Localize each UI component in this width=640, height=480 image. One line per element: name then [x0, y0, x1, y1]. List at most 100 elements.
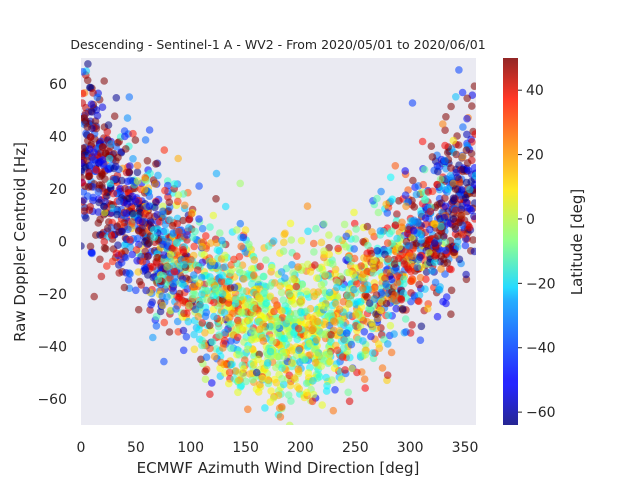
- scatter-point: [359, 284, 367, 293]
- scatter-point: [328, 376, 336, 384]
- scatter-point: [218, 432, 226, 440]
- scatter-point: [442, 113, 450, 121]
- y-tick-label: −40: [37, 339, 67, 355]
- scatter-point: [195, 325, 203, 334]
- scatter-point: [86, 242, 95, 251]
- scatter-point: [331, 386, 339, 394]
- scatter-point: [346, 353, 354, 362]
- scatter-point: [309, 377, 317, 385]
- scatter-point: [219, 344, 227, 352]
- scatter-point: [82, 116, 90, 125]
- scatter-point: [459, 230, 467, 239]
- scatter-point: [415, 297, 423, 306]
- scatter-point: [368, 349, 377, 357]
- scatter-point: [210, 298, 218, 307]
- scatter-point: [304, 260, 312, 269]
- scatter-point: [245, 240, 253, 249]
- scatter-point: [190, 242, 198, 251]
- scatter-point: [208, 338, 217, 346]
- scatter-point: [100, 77, 108, 85]
- scatter-point: [329, 260, 337, 269]
- scatter-point: [305, 427, 313, 435]
- scatter-point: [447, 310, 455, 319]
- scatter-point: [458, 152, 467, 161]
- scatter-point: [236, 179, 244, 188]
- scatter-point: [322, 373, 331, 382]
- scatter-point: [266, 347, 275, 356]
- scatter-point: [169, 287, 177, 295]
- scatter-point: [402, 328, 410, 336]
- scatter-point: [442, 175, 451, 183]
- scatter-point: [325, 349, 333, 357]
- scatter-point: [225, 277, 233, 286]
- scatter-point: [209, 211, 218, 220]
- scatter-point: [135, 277, 144, 286]
- scatter-point: [311, 261, 319, 269]
- scatter-point: [235, 252, 244, 261]
- scatter-point: [384, 311, 393, 320]
- scatter-point: [374, 208, 383, 217]
- scatter-point: [416, 273, 425, 282]
- scatter-point: [345, 268, 354, 277]
- scatter-point: [107, 140, 115, 148]
- scatter-point: [393, 210, 401, 218]
- scatter-point: [81, 68, 87, 76]
- scatter-point: [209, 292, 217, 300]
- scatter-point: [421, 285, 429, 293]
- scatter-point: [115, 197, 124, 206]
- scatter-point: [217, 277, 226, 286]
- scatter-point: [81, 242, 85, 250]
- scatter-point: [330, 364, 339, 373]
- scatter-point: [191, 227, 199, 236]
- scatter-point: [304, 369, 313, 377]
- colorbar-label: Latitude [deg]: [568, 189, 586, 295]
- scatter-point: [361, 350, 370, 359]
- scatter-point: [441, 156, 449, 165]
- scatter-point: [317, 301, 326, 310]
- scatter-point: [202, 232, 210, 240]
- scatter-point: [285, 421, 294, 425]
- scatter-point: [400, 260, 409, 268]
- scatter-point: [442, 299, 450, 308]
- scatter-point: [413, 263, 422, 272]
- scatter-point: [452, 93, 460, 101]
- scatter-point: [344, 388, 353, 397]
- scatter-point: [441, 202, 450, 211]
- scatter-point: [100, 244, 109, 252]
- scatter-point: [214, 322, 223, 331]
- scatter-point: [391, 162, 400, 170]
- scatter-point: [120, 283, 129, 292]
- scatter-point: [368, 319, 376, 327]
- scatter-point: [198, 243, 207, 251]
- scatter-point: [280, 352, 288, 361]
- scatter-point: [295, 367, 303, 376]
- scatter-point: [387, 348, 396, 357]
- scatter-point: [98, 103, 107, 111]
- scatter-point: [109, 189, 118, 198]
- scatter-point: [86, 203, 94, 211]
- scatter-point: [216, 229, 224, 237]
- scatter-point: [424, 188, 433, 196]
- scatter-point: [221, 328, 229, 337]
- scatter-point: [311, 359, 320, 367]
- scatter-point: [264, 375, 272, 384]
- y-tick-label: 60: [49, 77, 67, 93]
- scatter-point: [180, 309, 188, 318]
- scatter-point: [363, 222, 372, 231]
- scatter-point: [430, 220, 439, 228]
- scatter-point: [416, 336, 425, 345]
- scatter-point: [101, 208, 109, 217]
- scatter-point: [383, 371, 392, 380]
- scatter-point: [407, 277, 415, 286]
- scatter-point: [342, 243, 350, 251]
- scatter-point: [94, 208, 103, 216]
- scatter-point: [350, 254, 359, 263]
- scatter-point: [114, 241, 122, 249]
- scatter-point: [463, 94, 472, 103]
- scatter-point: [470, 247, 476, 256]
- scatter-point: [110, 112, 119, 120]
- scatter-point: [243, 345, 252, 354]
- scatter-point: [239, 365, 248, 373]
- scatter-point: [221, 251, 229, 260]
